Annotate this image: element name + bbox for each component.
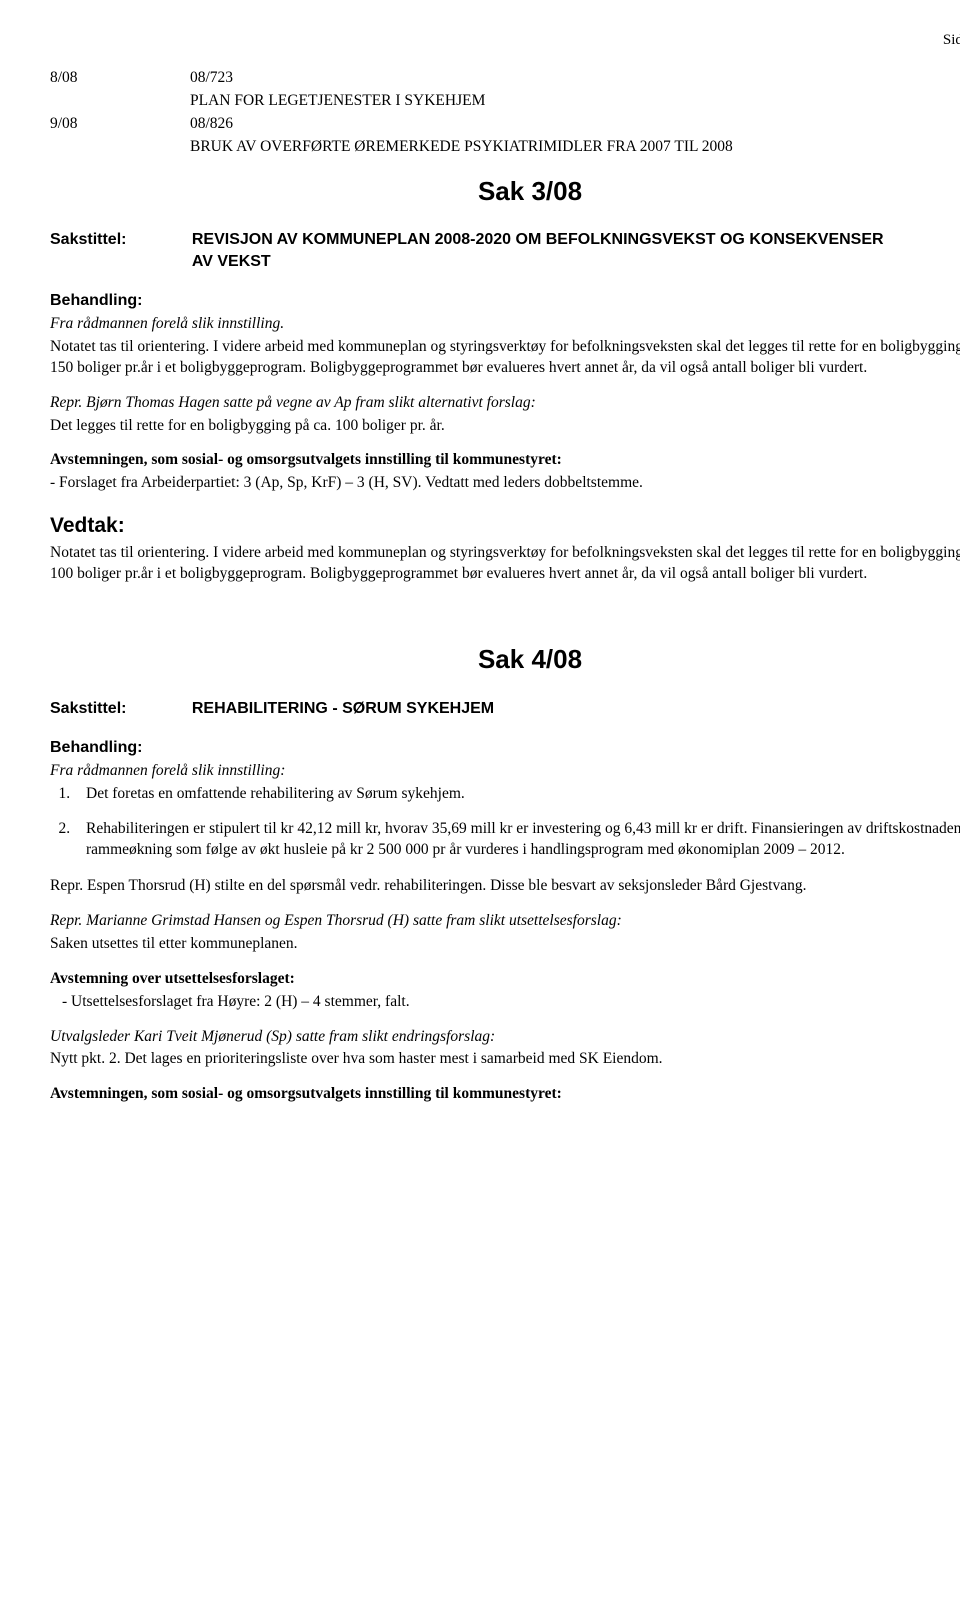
agenda-table: 8/08 08/723 PLAN FOR LEGETJENESTER I SYK… bbox=[50, 68, 733, 160]
sak3-repr-body: Det legges til rette for en boligbygging… bbox=[50, 416, 960, 437]
sak3-avstemning-label: Avstemningen, som sosial- og omsorgsutva… bbox=[50, 450, 960, 471]
sakstittel-value: REHABILITERING - SØRUM SYKEHJEM bbox=[192, 698, 494, 720]
sak3-repr-intro: Repr. Bjørn Thomas Hagen satte på vegne … bbox=[50, 393, 960, 414]
agenda-blank bbox=[50, 91, 190, 114]
sak4-repr-espen: Repr. Espen Thorsrud (H) stilte en del s… bbox=[50, 876, 960, 897]
sak4-avstemning-final: Avstemningen, som sosial- og omsorgsutva… bbox=[50, 1084, 960, 1105]
sak3-vedtak-label: Vedtak: bbox=[50, 512, 960, 540]
sak4-utvalgsleder-intro: Utvalgsleder Kari Tveit Mjønerud (Sp) sa… bbox=[50, 1027, 960, 1048]
sak3-vedtak-body: Notatet tas til orientering. I videre ar… bbox=[50, 543, 960, 585]
agenda-title: BRUK AV OVERFØRTE ØREMERKEDE PSYKIATRIMI… bbox=[190, 137, 733, 160]
agenda-ref: 08/826 bbox=[190, 114, 733, 137]
sak3-heading: Sak 3/08 bbox=[50, 174, 960, 209]
sak4-repr-marianne-intro: Repr. Marianne Grimstad Hansen og Espen … bbox=[50, 911, 960, 932]
sak3-innstilling-intro: Fra rådmannen forelå slik innstilling. bbox=[50, 314, 960, 335]
sak4-avstemning-uts-body: - Utsettelsesforslaget fra Høyre: 2 (H) … bbox=[50, 992, 960, 1013]
agenda-num: 8/08 bbox=[50, 68, 190, 91]
sakstittel-value: REVISJON AV KOMMUNEPLAN 2008-2020 OM BEF… bbox=[192, 229, 892, 272]
agenda-num: 9/08 bbox=[50, 114, 190, 137]
agenda-ref: 08/723 bbox=[190, 68, 733, 91]
sak4-repr-marianne-body: Saken utsettes til etter kommuneplanen. bbox=[50, 934, 960, 955]
agenda-blank bbox=[50, 137, 190, 160]
page-number: Side 2 av 5 bbox=[50, 30, 960, 50]
agenda-row: 9/08 08/826 bbox=[50, 114, 733, 137]
sakstittel-label: Sakstittel: bbox=[50, 698, 188, 720]
sak4-innstilling-list: Det foretas en omfattende rehabilitering… bbox=[50, 784, 960, 861]
agenda-row: BRUK AV OVERFØRTE ØREMERKEDE PSYKIATRIMI… bbox=[50, 137, 733, 160]
sak3-innstilling-body: Notatet tas til orientering. I videre ar… bbox=[50, 337, 960, 379]
sak4-innstilling-intro: Fra rådmannen forelå slik innstilling: bbox=[50, 761, 960, 782]
sak4-sakstittel: Sakstittel: REHABILITERING - SØRUM SYKEH… bbox=[50, 698, 960, 720]
agenda-row: PLAN FOR LEGETJENESTER I SYKEHJEM bbox=[50, 91, 733, 114]
sak4-item2: Rehabiliteringen er stipulert til kr 42,… bbox=[74, 819, 960, 861]
sak3-sakstittel: Sakstittel: REVISJON AV KOMMUNEPLAN 2008… bbox=[50, 229, 960, 272]
sak3-avstemning-body: - Forslaget fra Arbeiderpartiet: 3 (Ap, … bbox=[50, 473, 960, 494]
sak4-heading: Sak 4/08 bbox=[50, 642, 960, 677]
sak4-item1: Det foretas en omfattende rehabilitering… bbox=[74, 784, 960, 805]
sak4-avstemning-uts-label: Avstemning over utsettelsesforslaget: bbox=[50, 969, 960, 990]
sak4-utvalgsleder-body: Nytt pkt. 2. Det lages en prioriteringsl… bbox=[50, 1049, 960, 1070]
agenda-row: 8/08 08/723 bbox=[50, 68, 733, 91]
sakstittel-label: Sakstittel: bbox=[50, 229, 188, 251]
agenda-title: PLAN FOR LEGETJENESTER I SYKEHJEM bbox=[190, 91, 733, 114]
sak4-behandling-label: Behandling: bbox=[50, 737, 960, 759]
sak3-behandling-label: Behandling: bbox=[50, 290, 960, 312]
